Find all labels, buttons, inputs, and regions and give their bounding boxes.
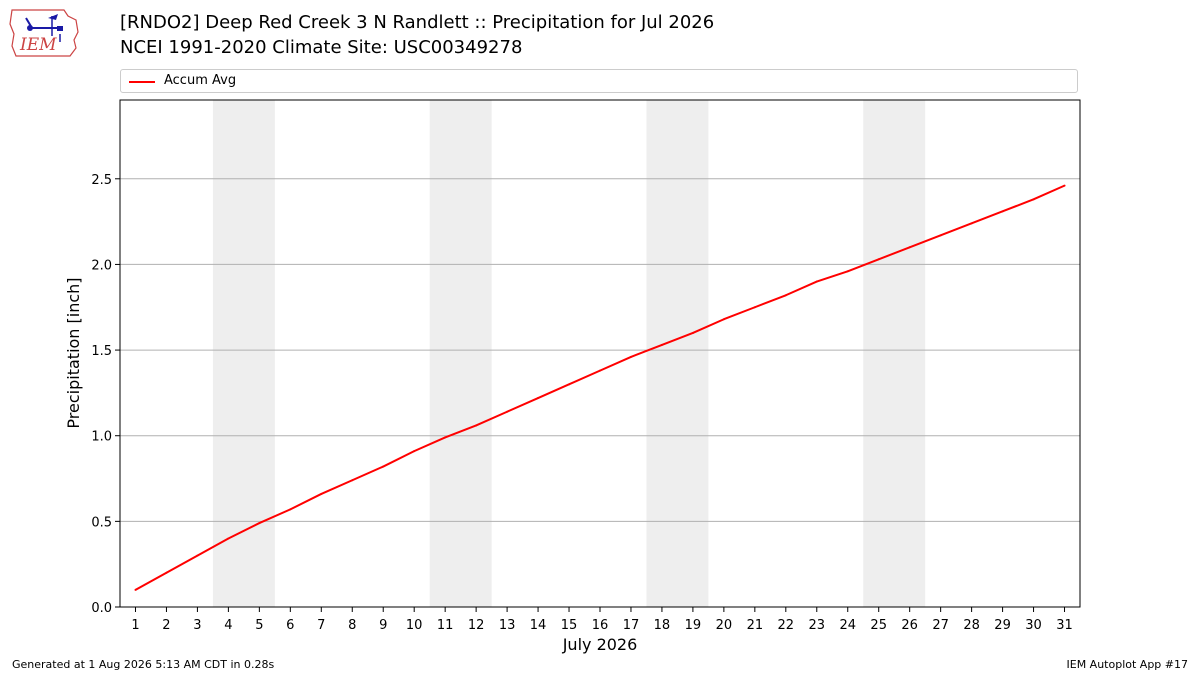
- series-layer: [134, 184, 1066, 591]
- data-point-day-28: [970, 222, 973, 225]
- y-axis-ticks: 0.0 0.5 1.0 1.5 2.0 2.5: [91, 173, 120, 616]
- footer-generated: Generated at 1 Aug 2026 5:13 AM CDT in 0…: [12, 658, 275, 671]
- x-tick-label-30: 30: [1025, 618, 1042, 633]
- x-tick-label-26: 26: [901, 618, 918, 633]
- x-tick-label-22: 22: [778, 618, 795, 633]
- weekend-bands: [212, 100, 926, 607]
- y-tick-label-2: 1.0: [91, 430, 112, 445]
- x-tick-label-5: 5: [255, 618, 263, 633]
- x-tick-label-31: 31: [1056, 618, 1073, 633]
- legend-swatch-accum-avg: [129, 81, 155, 83]
- data-point-day-17: [629, 355, 632, 358]
- x-axis-ticks: 1 2 3 4 5 6 7 8 9 10 11 12 13 14 15 16 17 18 19 20 21 22 23 24 2…: [131, 607, 1073, 633]
- x-tick-label-3: 3: [193, 618, 201, 633]
- data-point-day-21: [753, 306, 756, 309]
- iem-logo: IEM: [8, 6, 82, 58]
- data-point-day-6: [289, 508, 292, 511]
- data-point-day-8: [351, 479, 354, 482]
- y-tick-label-1: 0.5: [91, 515, 112, 530]
- weekend-band-3: [646, 100, 709, 607]
- data-point-day-1: [134, 588, 137, 591]
- x-tick-label-13: 13: [499, 618, 516, 633]
- data-point-day-22: [784, 294, 787, 297]
- data-point-day-11: [444, 436, 447, 439]
- footer-app: IEM Autoplot App #17: [1066, 658, 1189, 671]
- x-tick-label-16: 16: [592, 618, 609, 633]
- data-point-day-5: [258, 522, 261, 525]
- data-point-day-15: [568, 383, 571, 386]
- logo-text: IEM: [19, 35, 57, 55]
- x-tick-label-9: 9: [379, 618, 387, 633]
- data-point-day-13: [506, 410, 509, 413]
- x-tick-label-19: 19: [685, 618, 702, 633]
- data-point-day-29: [1001, 210, 1004, 213]
- x-axis-label: July 2026: [562, 635, 638, 654]
- data-point-day-2: [165, 571, 168, 574]
- data-point-day-16: [599, 369, 601, 372]
- x-tick-label-1: 1: [131, 618, 139, 633]
- y-tick-label-0: 0.0: [91, 601, 112, 616]
- x-tick-label-6: 6: [286, 618, 294, 633]
- x-tick-label-21: 21: [747, 618, 764, 633]
- y-tick-label-3: 1.5: [91, 344, 112, 359]
- data-point-day-26: [908, 246, 911, 249]
- x-tick-label-29: 29: [994, 618, 1011, 633]
- weekend-band-2: [429, 100, 492, 607]
- data-point-day-19: [691, 331, 694, 334]
- gridlines: [120, 178, 1080, 522]
- data-point-day-14: [537, 397, 540, 400]
- x-tick-label-20: 20: [716, 618, 733, 633]
- y-tick-label-4: 2.0: [91, 258, 112, 273]
- chart-subtitle: NCEI 1991-2020 Climate Site: USC00349278: [120, 37, 523, 58]
- data-point-day-24: [846, 270, 849, 273]
- data-point-day-12: [475, 424, 478, 427]
- iem-logo-graphic: IEM: [9, 9, 79, 57]
- x-tick-label-24: 24: [839, 618, 856, 633]
- x-tick-label-27: 27: [932, 618, 949, 633]
- y-tick-label-5: 2.5: [91, 173, 112, 188]
- x-tick-label-7: 7: [317, 618, 325, 633]
- x-tick-label-4: 4: [224, 618, 232, 633]
- x-tick-label-14: 14: [530, 618, 547, 633]
- x-tick-label-2: 2: [162, 618, 170, 633]
- data-point-day-31: [1063, 184, 1066, 187]
- weekend-band-1: [212, 100, 275, 607]
- y-axis-label: Precipitation [inch]: [64, 277, 83, 428]
- x-tick-label-8: 8: [348, 618, 356, 633]
- x-tick-label-11: 11: [437, 618, 454, 633]
- legend-label-accum-avg: Accum Avg: [164, 73, 237, 88]
- data-point-day-7: [320, 492, 323, 495]
- data-point-day-3: [196, 554, 199, 557]
- data-point-day-10: [413, 450, 416, 453]
- data-point-day-4: [227, 537, 230, 540]
- data-point-day-18: [660, 343, 663, 346]
- x-tick-label-17: 17: [623, 618, 640, 633]
- data-point-day-9: [382, 465, 385, 468]
- chart-title: [RNDO2] Deep Red Creek 3 N Randlett :: P…: [120, 12, 715, 33]
- x-tick-label-10: 10: [406, 618, 423, 633]
- x-tick-label-15: 15: [561, 618, 578, 633]
- data-point-day-20: [722, 318, 725, 321]
- x-tick-label-12: 12: [468, 618, 485, 633]
- x-tick-label-23: 23: [809, 618, 826, 633]
- data-point-day-23: [815, 280, 818, 283]
- data-point-day-27: [939, 234, 942, 237]
- x-tick-label-25: 25: [870, 618, 887, 633]
- data-point-day-30: [1032, 198, 1035, 201]
- x-tick-label-18: 18: [654, 618, 671, 633]
- data-point-day-25: [877, 258, 880, 261]
- x-tick-label-28: 28: [963, 618, 980, 633]
- weekend-band-4: [863, 100, 926, 607]
- legend: Accum Avg: [120, 69, 1078, 93]
